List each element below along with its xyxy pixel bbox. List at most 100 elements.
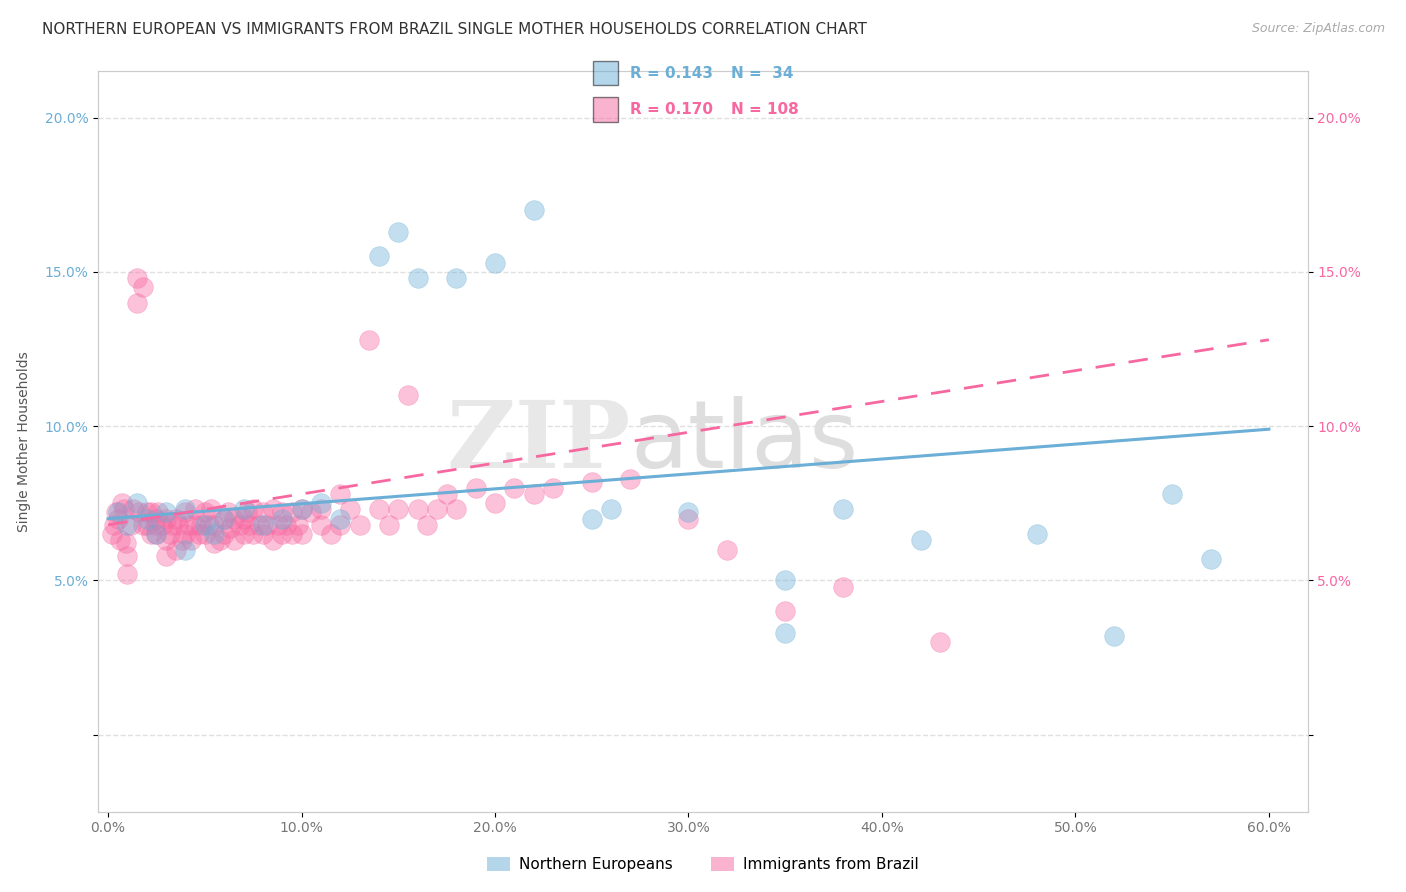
Point (242, 502, 264, 516)
Point (179, 517, 201, 532)
Point (155, 511, 177, 525)
Point (1199, 551, 1222, 566)
Point (929, 635, 952, 649)
Point (117, 517, 139, 532)
Point (619, 471, 641, 485)
Point (271, 506, 294, 520)
Point (107, 506, 129, 520)
Point (309, 496, 332, 510)
Point (108, 533, 131, 548)
Point (773, 604, 796, 618)
Text: Source: ZipAtlas.com: Source: ZipAtlas.com (1251, 22, 1385, 36)
Point (120, 517, 142, 532)
Point (135, 511, 157, 525)
Point (194, 517, 217, 532)
Point (368, 502, 391, 516)
Point (406, 271, 429, 285)
Point (287, 517, 309, 532)
Point (212, 527, 235, 541)
Point (387, 225, 409, 239)
Point (581, 475, 603, 489)
Point (396, 388, 419, 402)
Text: R = 0.170: R = 0.170 (630, 102, 713, 117)
Point (329, 517, 352, 532)
Point (135, 506, 157, 520)
Point (503, 481, 526, 495)
Point (387, 502, 409, 516)
Point (252, 517, 274, 532)
Point (716, 542, 738, 557)
Point (274, 517, 297, 532)
Point (262, 533, 284, 548)
Point (247, 517, 270, 532)
Point (299, 506, 322, 520)
Point (271, 527, 294, 541)
Point (103, 517, 125, 532)
Point (339, 502, 361, 516)
Point (426, 502, 449, 516)
Point (197, 517, 219, 532)
Point (180, 533, 202, 548)
Point (107, 511, 129, 525)
Point (212, 511, 235, 525)
Point (1161, 487, 1184, 501)
Point (111, 496, 134, 510)
Point (319, 527, 342, 541)
Point (174, 502, 197, 516)
Point (148, 506, 170, 520)
Point (252, 506, 274, 520)
Point (135, 517, 157, 532)
Point (155, 506, 177, 520)
Point (145, 511, 167, 525)
Point (222, 511, 245, 525)
Point (1025, 527, 1047, 541)
Point (127, 295, 149, 310)
Point (1102, 629, 1125, 643)
Point (143, 517, 166, 532)
Point (678, 511, 700, 525)
Point (184, 502, 207, 516)
Point (416, 517, 439, 532)
Point (128, 506, 150, 520)
Point (155, 533, 177, 548)
Point (194, 506, 217, 520)
Point (773, 574, 796, 588)
Point (523, 487, 546, 501)
Point (832, 502, 855, 516)
Point (267, 517, 290, 532)
Point (436, 487, 458, 501)
Point (329, 487, 352, 501)
Point (209, 533, 232, 548)
Point (359, 333, 381, 347)
Point (446, 502, 468, 516)
Point (773, 625, 796, 640)
Point (219, 521, 242, 535)
Point (262, 502, 284, 516)
Point (464, 481, 486, 495)
Point (242, 527, 264, 541)
Text: ZIP: ZIP (446, 397, 630, 486)
Point (174, 542, 197, 557)
Point (132, 517, 155, 532)
Point (184, 517, 207, 532)
Point (236, 506, 259, 520)
Point (290, 527, 312, 541)
Text: NORTHERN EUROPEAN VS IMMIGRANTS FROM BRAZIL SINGLE MOTHER HOUSEHOLDS CORRELATION: NORTHERN EUROPEAN VS IMMIGRANTS FROM BRA… (42, 22, 868, 37)
Point (232, 527, 254, 541)
Point (600, 502, 623, 516)
Point (174, 506, 197, 520)
Point (188, 527, 211, 541)
Point (150, 517, 173, 532)
Y-axis label: Single Mother Households: Single Mother Households (17, 351, 31, 532)
Point (204, 536, 226, 550)
Point (166, 517, 188, 532)
Point (114, 536, 136, 550)
Text: atlas: atlas (630, 395, 859, 488)
Point (139, 506, 162, 520)
Point (165, 542, 187, 557)
FancyBboxPatch shape (593, 62, 619, 86)
Point (832, 580, 855, 594)
Point (155, 549, 177, 563)
Text: N =  34: N = 34 (731, 66, 793, 81)
Point (290, 502, 312, 516)
